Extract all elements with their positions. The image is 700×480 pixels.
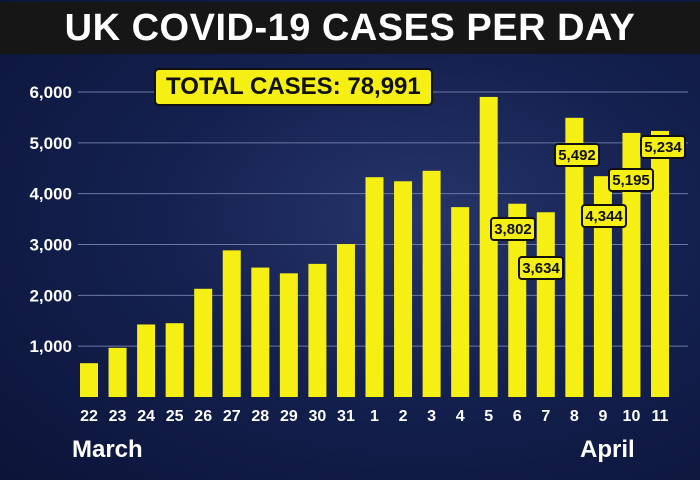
bar — [593, 176, 612, 397]
bar — [422, 170, 441, 397]
data-label-text: 3,634 — [522, 260, 560, 277]
x-tick-label: 25 — [166, 408, 184, 425]
data-label-text: 4,344 — [585, 208, 623, 225]
x-tick-label: 5 — [484, 408, 493, 425]
x-tick-label: 7 — [541, 408, 550, 425]
y-tick-label: 1,000 — [29, 337, 72, 356]
bar — [508, 203, 527, 397]
x-tick-label: 11 — [652, 408, 669, 425]
bar — [108, 347, 127, 397]
x-tick-label: 29 — [280, 408, 298, 425]
x-tick-label: 23 — [109, 408, 127, 425]
bar — [365, 177, 384, 397]
y-tick-label: 4,000 — [29, 185, 72, 204]
x-tick-label: 10 — [623, 408, 641, 425]
bar — [222, 250, 241, 397]
bar — [279, 273, 298, 397]
y-tick-label: 2,000 — [29, 286, 72, 305]
bar — [165, 323, 184, 397]
data-label-box — [490, 217, 536, 241]
bar — [565, 117, 584, 397]
data-label: 5,492 — [554, 143, 600, 167]
x-tick-label: 22 — [80, 408, 98, 425]
data-label: 5,195 — [608, 168, 654, 192]
total-cases-label: TOTAL CASES: 78,991 — [154, 68, 433, 106]
bar — [137, 324, 156, 397]
bar — [308, 263, 327, 397]
data-labels: 3,802 3,634 5,492 4,344 5,195 5,234 — [490, 135, 686, 280]
x-tick-label: 26 — [194, 408, 212, 425]
bar — [451, 207, 470, 397]
x-tick-label: 30 — [309, 408, 327, 425]
chart-title: UK COVID-19 CASES PER DAY — [0, 2, 700, 54]
x-axis-ticks: 22 23 24 25 26 27 28 29 30 31 1 2 3 4 5 6 7 8 9 10 11 — [80, 408, 668, 425]
data-label-text: 5,492 — [558, 147, 596, 164]
data-label-text: 3,802 — [494, 221, 532, 238]
bar — [651, 130, 669, 397]
y-tick-label: 6,000 — [29, 83, 72, 102]
data-label: 4,344 — [581, 204, 627, 228]
data-label-box — [581, 204, 627, 228]
data-label: 3,802 — [490, 217, 536, 241]
bar — [536, 212, 555, 397]
bar — [479, 96, 498, 397]
bars — [80, 96, 669, 397]
x-tick-label: 28 — [251, 408, 269, 425]
x-tick-label: 9 — [598, 408, 607, 425]
data-label-box — [518, 256, 564, 280]
data-label-box — [554, 143, 600, 167]
data-label-box — [608, 168, 654, 192]
x-tick-label: 6 — [513, 408, 522, 425]
y-tick-label: 5,000 — [29, 134, 72, 153]
x-tick-label: 31 — [337, 408, 355, 425]
bar — [251, 267, 270, 397]
x-tick-label: 1 — [370, 408, 379, 425]
x-tick-label: 8 — [570, 408, 579, 425]
x-tick-label: 4 — [456, 408, 465, 425]
data-label: 5,234 — [640, 135, 686, 159]
bar — [80, 363, 98, 397]
x-tick-label: 3 — [427, 408, 436, 425]
month-label-march: March — [72, 436, 143, 463]
x-tick-label: 2 — [399, 408, 408, 425]
y-tick-label: 3,000 — [29, 236, 72, 255]
bar — [622, 132, 641, 397]
y-axis-ticks: 1,000 2,000 3,000 4,000 5,000 6,000 — [29, 83, 72, 356]
x-tick-label: 24 — [137, 408, 155, 425]
bar — [394, 181, 413, 397]
data-label-text: 5,195 — [612, 172, 650, 189]
bar — [194, 288, 213, 397]
data-label-text: 5,234 — [644, 139, 682, 156]
bar — [336, 244, 355, 397]
x-tick-label: 27 — [223, 408, 241, 425]
data-label-box — [640, 135, 686, 159]
data-label: 3,634 — [518, 256, 564, 280]
month-label-april: April — [580, 436, 635, 463]
